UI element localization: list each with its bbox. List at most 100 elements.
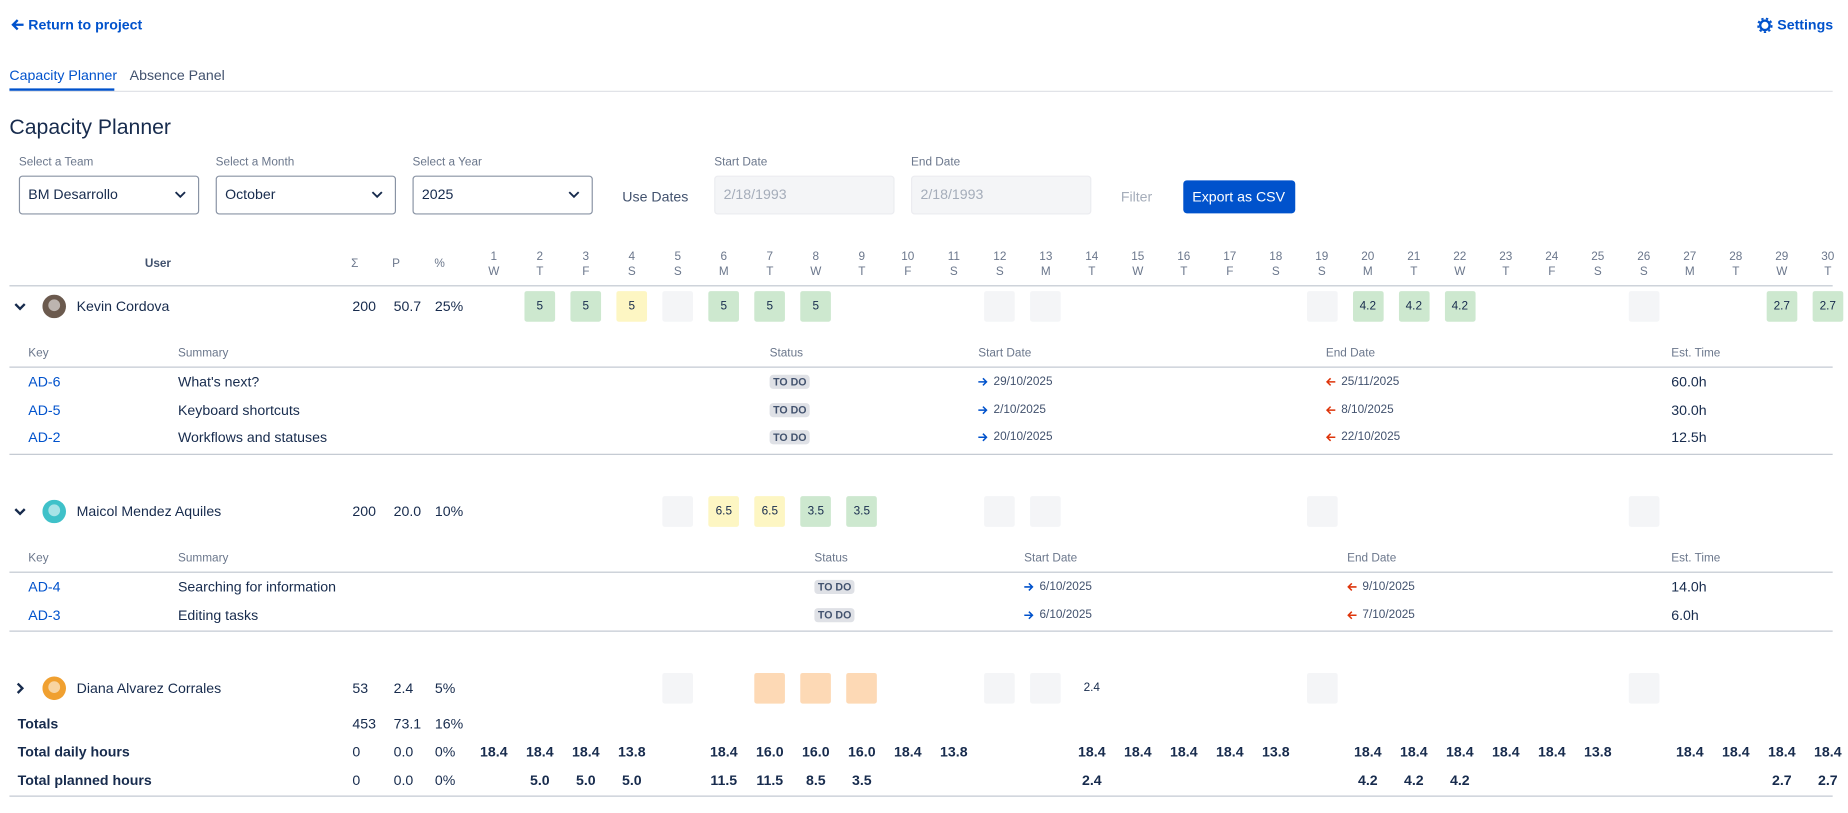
day-cell bbox=[1812, 291, 1844, 322]
column-header: User bbox=[144, 257, 172, 271]
date-placeholder: 2/18/1993 bbox=[920, 186, 984, 203]
issue-column-header: Status bbox=[769, 347, 804, 361]
chevron-down-icon bbox=[174, 191, 186, 199]
totals-sum: 0 bbox=[352, 743, 361, 761]
issue-start-date: 29/10/2025 bbox=[993, 375, 1053, 389]
day-number: 18 bbox=[1269, 250, 1283, 264]
expand-chevron[interactable] bbox=[14, 301, 26, 313]
day-weekday: M bbox=[1040, 265, 1051, 279]
day-cell bbox=[1306, 496, 1338, 527]
issue-column-header: Key bbox=[28, 347, 49, 361]
issue-start-date: 6/10/2025 bbox=[1039, 608, 1092, 622]
day-number: 13 bbox=[1039, 250, 1053, 264]
end-arrow-icon bbox=[1325, 377, 1336, 386]
start-arrow-icon bbox=[1024, 610, 1034, 619]
issue-end-date: 25/11/2025 bbox=[1341, 375, 1400, 389]
issue-column-header: Summary bbox=[177, 552, 229, 566]
totals-day-value: 18.4 bbox=[1124, 743, 1152, 761]
day-weekday: T bbox=[1732, 265, 1740, 279]
day-number: 3 bbox=[582, 250, 590, 264]
totals-day-value: 13.8 bbox=[1584, 743, 1612, 761]
issue-key[interactable]: AD-2 bbox=[28, 429, 61, 446]
issue-start-date: 6/10/2025 bbox=[1039, 580, 1092, 594]
column-header: P bbox=[392, 257, 400, 271]
day-number: 29 bbox=[1775, 250, 1789, 264]
totals-day-value: 2.7 bbox=[1771, 771, 1792, 789]
day-weekday: T bbox=[858, 265, 866, 279]
totals-day-value: 18.4 bbox=[526, 743, 554, 761]
day-cell bbox=[1030, 672, 1062, 704]
column-header: % bbox=[434, 257, 445, 271]
filter-button[interactable]: Filter bbox=[1120, 188, 1153, 206]
issue-key[interactable]: AD-5 bbox=[28, 401, 61, 419]
issue-estimate: 12.5h bbox=[1671, 429, 1707, 446]
totals-day-value: 18.4 bbox=[1170, 743, 1198, 761]
day-weekday: T bbox=[766, 265, 774, 279]
day-cell bbox=[846, 672, 878, 704]
totals-day-value: 18.4 bbox=[1446, 743, 1474, 761]
day-cell bbox=[1628, 496, 1660, 527]
issue-summary: Workflows and statuses bbox=[177, 429, 328, 446]
day-cell bbox=[800, 291, 832, 322]
totals-sum: 0 bbox=[352, 771, 361, 789]
user-planned: 20.0 bbox=[393, 503, 422, 520]
day-weekday: F bbox=[582, 265, 590, 279]
end-arrow-icon bbox=[1325, 433, 1336, 442]
back-link[interactable]: Return to project bbox=[28, 16, 143, 33]
day-cell bbox=[984, 291, 1016, 322]
day-number: 20 bbox=[1361, 250, 1375, 264]
select-box[interactable] bbox=[412, 175, 593, 215]
totals-percent: 0% bbox=[434, 771, 456, 789]
day-number: 26 bbox=[1637, 250, 1651, 264]
export-button[interactable] bbox=[1183, 180, 1296, 214]
issue-key[interactable]: AD-6 bbox=[28, 373, 61, 391]
user-planned: 2.4 bbox=[393, 680, 414, 697]
totals-day-value: 8.5 bbox=[805, 771, 826, 789]
issue-estimate: 14.0h bbox=[1671, 578, 1707, 596]
day-weekday: F bbox=[1548, 265, 1556, 279]
tab[interactable]: Capacity Planner bbox=[9, 67, 118, 84]
tab[interactable]: Absence Panel bbox=[129, 67, 225, 84]
select-value: BM Desarrollo bbox=[28, 186, 118, 203]
issue-summary: Keyboard shortcuts bbox=[177, 401, 300, 419]
expand-chevron[interactable] bbox=[14, 682, 26, 694]
issue-start-date: 2/10/2025 bbox=[993, 403, 1046, 417]
day-number: 5 bbox=[674, 250, 682, 264]
day-cell-value: 5 bbox=[812, 299, 820, 313]
select-box[interactable] bbox=[18, 175, 200, 215]
day-weekday: S bbox=[627, 265, 636, 279]
settings-link[interactable]: Settings bbox=[1777, 16, 1834, 33]
totals-day-value: 18.4 bbox=[572, 743, 600, 761]
filter-label: End Date bbox=[911, 156, 961, 170]
day-cell-value: 3.5 bbox=[807, 505, 825, 518]
day-weekday: W bbox=[1454, 265, 1466, 279]
day-cell-value: 5 bbox=[582, 299, 590, 313]
select-box[interactable] bbox=[215, 175, 396, 215]
issue-summary: What's next? bbox=[177, 373, 260, 391]
day-weekday: S bbox=[1639, 265, 1648, 279]
day-cell bbox=[754, 672, 786, 704]
day-number: 14 bbox=[1085, 250, 1099, 264]
start-arrow-icon bbox=[978, 377, 988, 386]
status-badge: TO DO bbox=[814, 579, 855, 594]
expand-chevron[interactable] bbox=[14, 506, 26, 518]
day-cell bbox=[662, 672, 694, 704]
day-weekday: M bbox=[1362, 265, 1373, 279]
totals-day-value: 18.4 bbox=[1676, 743, 1704, 761]
totals-day-value: 18.4 bbox=[710, 743, 738, 761]
day-cell bbox=[524, 291, 556, 322]
issue-key[interactable]: AD-3 bbox=[28, 606, 61, 624]
totals-day-value: 18.4 bbox=[1078, 743, 1106, 761]
start-arrow-icon bbox=[978, 433, 988, 442]
day-cell-value: 5 bbox=[536, 299, 544, 313]
date-input bbox=[911, 175, 1092, 215]
user-percent: 25% bbox=[434, 298, 464, 315]
chevron-down-icon bbox=[568, 191, 580, 199]
day-cell bbox=[800, 496, 832, 527]
day-cell-value: 5 bbox=[766, 299, 774, 313]
day-cell-value: 2.4 bbox=[1083, 681, 1100, 695]
issue-key[interactable]: AD-4 bbox=[28, 578, 61, 596]
status-badge: TO DO bbox=[769, 430, 811, 445]
user-avatar bbox=[42, 294, 66, 319]
day-cell bbox=[1306, 672, 1338, 704]
